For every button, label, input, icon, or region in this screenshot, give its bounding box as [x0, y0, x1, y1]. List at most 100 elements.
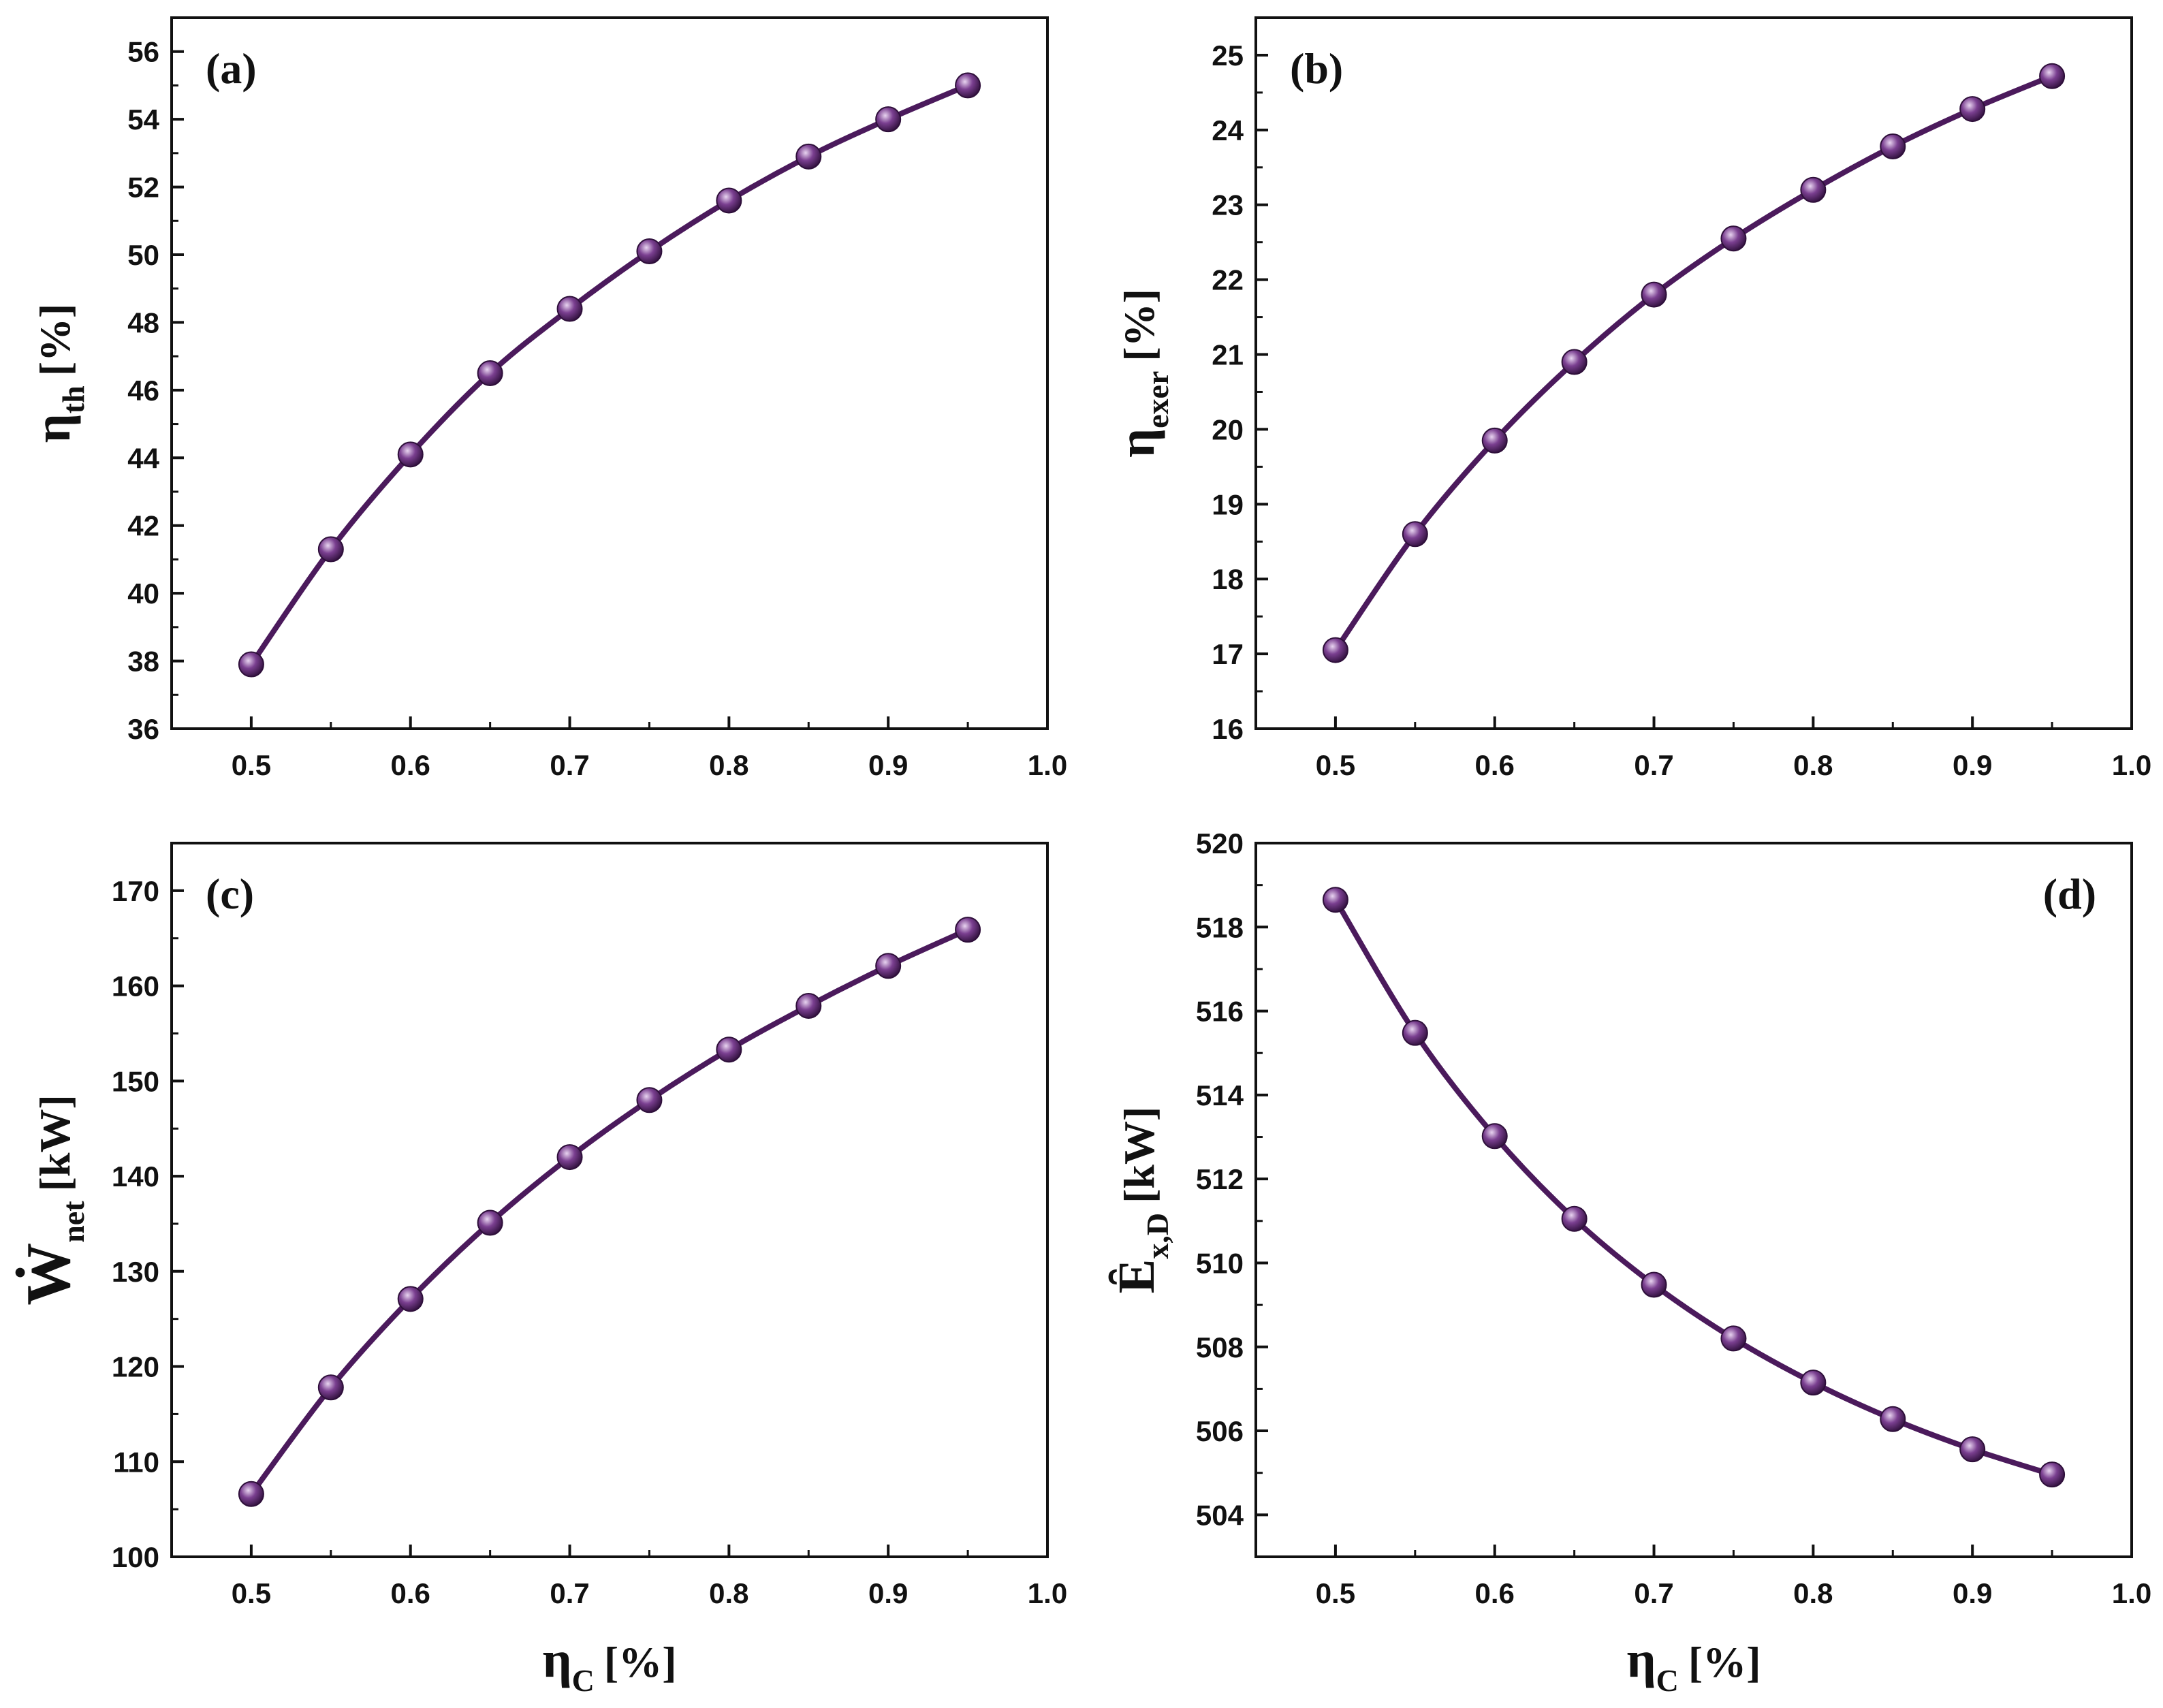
y-tick-label: 46 [127, 375, 159, 407]
data-point [238, 1481, 264, 1507]
plot-frame [1254, 16, 2133, 730]
y-tick-label: 21 [1212, 339, 1244, 371]
x-axis-right-title: ηC [%] [1626, 1631, 1761, 1698]
y-tick-label: 110 [113, 1446, 159, 1478]
data-point [1561, 1205, 1588, 1232]
x-tick-label: 0.5 [232, 1577, 271, 1609]
y-tick-label: 36 [127, 713, 159, 745]
data-point [1800, 176, 1827, 203]
y-tick-label: 516 [1196, 996, 1244, 1028]
data-point [1322, 637, 1348, 663]
x-tick-label: 0.7 [550, 749, 589, 781]
y-tick-label: 520 [1196, 827, 1244, 859]
x-tick-label: 1.0 [1028, 1577, 1067, 1609]
x-tick-label: 0.6 [391, 749, 430, 781]
x-tick-label: 0.6 [1475, 749, 1515, 781]
data-point [795, 992, 822, 1019]
x-tick-label: 0.9 [1953, 1577, 1992, 1609]
series-line [1332, 897, 2055, 1478]
y-tick-label: 130 [112, 1256, 159, 1288]
y-tick-label: 38 [127, 646, 159, 678]
x-tick-label: 0.6 [1475, 1577, 1515, 1609]
y-tick-label: 20 [1212, 413, 1244, 445]
y-axis-unit: [kW] [31, 1094, 79, 1191]
panel-label: (c) [206, 870, 254, 918]
plot-frame [1254, 842, 2133, 1558]
x-axis-left-title: ηC [%] [542, 1631, 676, 1698]
y-tick-label: 52 [127, 172, 159, 204]
y-axis-title: Ẇnet [kW] [14, 1094, 91, 1306]
x-tick-label: 0.9 [868, 749, 908, 781]
y-axis-title: ηexer [%] [1108, 289, 1175, 458]
data-point [955, 72, 981, 99]
data-point [477, 360, 503, 386]
data-point [1720, 1325, 1747, 1352]
data-point [636, 238, 663, 265]
data-point [2039, 63, 2066, 89]
data-point [636, 1087, 663, 1113]
y-axis-main: η [1108, 428, 1165, 458]
y-tick-label: 22 [1212, 264, 1244, 296]
y-tick-label: 40 [127, 578, 159, 610]
y-axis-unit: [%] [1115, 289, 1163, 362]
data-point [2039, 1461, 2066, 1488]
y-axis-sub: th [56, 385, 91, 413]
x-tick-label: 0.9 [1953, 749, 1992, 781]
panel-c: 0.5 0.6 0.7 0.8 0.9 1.0 100 110 120 130 140 150 160 1… [14, 842, 1067, 1609]
y-tick-label: 24 [1212, 114, 1244, 146]
panel-label: (a) [206, 44, 257, 93]
data-point [1402, 1019, 1428, 1046]
y-tick-label: 170 [112, 875, 159, 907]
data-point [477, 1209, 503, 1236]
data-point [1481, 1123, 1508, 1150]
y-tick-label: 48 [127, 306, 159, 338]
y-axis-main: Ȇ [1108, 1259, 1165, 1294]
y-tick-label: 18 [1212, 563, 1244, 595]
y-tick-label: 17 [1212, 638, 1244, 670]
y-axis-main: Ẇ [14, 1243, 83, 1306]
x-tick-label: 0.7 [1634, 749, 1673, 781]
y-tick-label: 23 [1212, 189, 1244, 221]
data-point [397, 1286, 424, 1312]
y-tick-label: 504 [1196, 1499, 1244, 1531]
y-axis-sub: exer [1140, 371, 1175, 428]
y-tick-label: 514 [1196, 1079, 1244, 1111]
x-tick-label: 0.8 [1793, 1577, 1833, 1609]
x-tick-label: 0.8 [1793, 749, 1833, 781]
data-point [238, 651, 264, 678]
y-axis-main: η [24, 413, 81, 443]
data-point [795, 143, 822, 170]
x-tick-label: 0.7 [550, 1577, 589, 1609]
y-tick-label: 150 [112, 1065, 159, 1097]
data-point [1800, 1370, 1827, 1396]
data-point [1481, 427, 1508, 454]
y-tick-label: 140 [112, 1160, 159, 1192]
series-line [1332, 73, 2055, 653]
panel-label: (b) [1290, 44, 1343, 93]
data-point [1641, 1271, 1667, 1298]
y-axis-sub: x,D [1140, 1213, 1175, 1259]
plot-frame [170, 842, 1049, 1558]
x-axis-left-sub: C [572, 1663, 595, 1698]
data-point [875, 106, 902, 133]
y-axis-title: ηth [%] [24, 304, 91, 443]
x-tick-label: 0.8 [709, 749, 748, 781]
data-point [875, 953, 902, 979]
y-axis-unit: [%] [31, 304, 79, 377]
panel-b: 0.5 0.6 0.7 0.8 0.9 1.0 16 17 18 19 20 21 22 23 24 25 (b… [1108, 16, 2151, 781]
y-tick-label: 160 [112, 970, 159, 1002]
data-point [1880, 1406, 1906, 1432]
y-tick-label: 508 [1196, 1331, 1244, 1363]
x-axis-title-right: ηC [%] [1626, 1631, 1761, 1698]
data-point [1880, 133, 1906, 160]
x-tick-label: 1.0 [2112, 749, 2151, 781]
x-axis-right-main: η [1626, 1631, 1656, 1688]
y-tick-label: 56 [127, 36, 159, 68]
x-tick-label: 1.0 [2112, 1577, 2151, 1609]
panel-label: (d) [2043, 870, 2096, 918]
x-tick-label: 0.5 [232, 749, 271, 781]
y-tick-label: 19 [1212, 488, 1244, 520]
y-tick-label: 42 [127, 510, 159, 542]
panel-a: 0.5 0.6 0.7 0.8 0.9 1.0 36 38 40 42 44 46 48 50 52 54 56… [24, 16, 1067, 781]
